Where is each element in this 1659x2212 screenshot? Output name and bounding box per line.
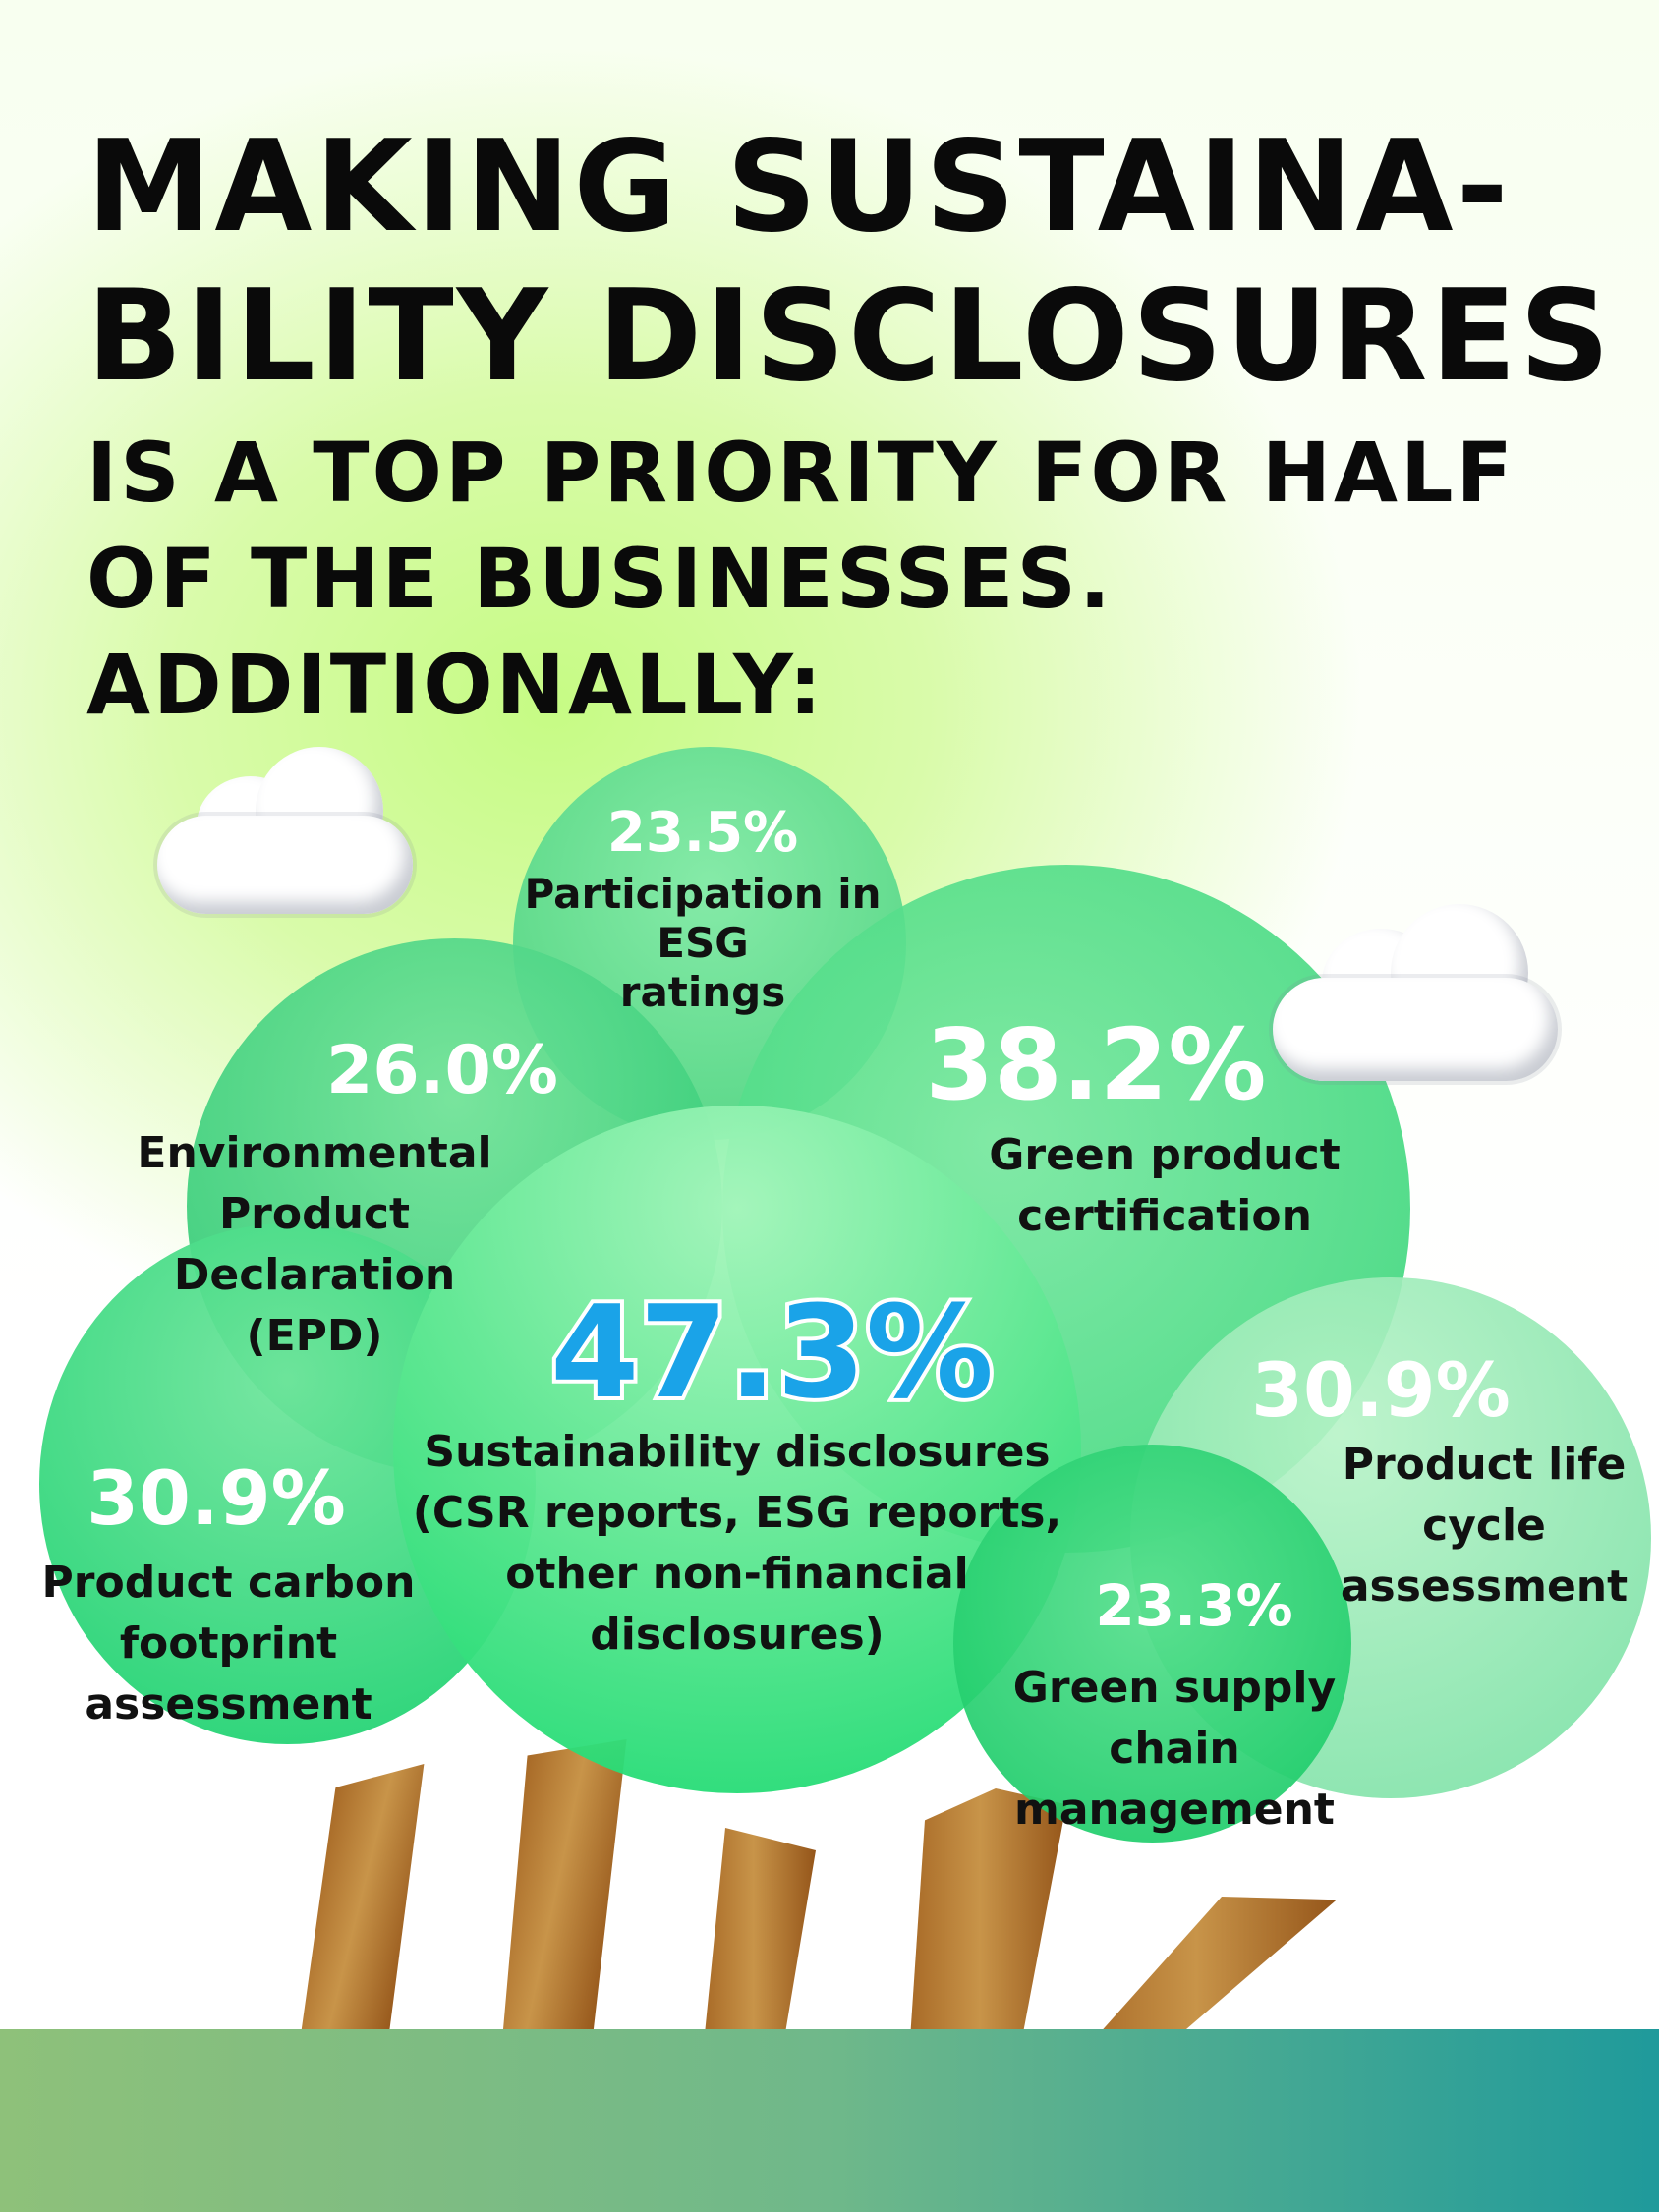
bubble-supply-chain <box>953 1445 1351 1843</box>
label-life-cycle: Product life cycle assessment <box>1340 1440 1629 1612</box>
percent-green-certification: 38.2% <box>925 1007 1267 1122</box>
label-carbon-footprint: Product carbon footprint assessment <box>41 1558 416 1730</box>
percent-carbon-footprint: 30.9% <box>86 1454 346 1542</box>
percent-life-cycle: 30.9% <box>1251 1346 1511 1434</box>
label-supply-chain: Green supply chain management <box>1012 1663 1337 1835</box>
headline-line-1: MAKING SUSTAINA- <box>86 114 1512 260</box>
headline-line-4: OF THE BUSINESSES. <box>86 531 1114 627</box>
headline-line-2: BILITY DISCLOSURES <box>86 263 1614 410</box>
percent-sustainability-disclosures: 47.3% <box>546 1274 998 1431</box>
label-epd: Environmental Product Declaration (EPD) <box>137 1128 492 1361</box>
label-sustainability-disclosures: Sustainability disclosures (CSR reports,… <box>412 1427 1062 1660</box>
percent-supply-chain: 23.3% <box>1095 1572 1293 1639</box>
tree-trunk-left <box>268 1764 460 2059</box>
headline: MAKING SUSTAINA- BILITY DISCLOSURES IS A… <box>86 113 1614 738</box>
tree-trunk-center-left <box>462 1739 658 2064</box>
ground-band <box>0 2029 1659 2212</box>
tree-trunk-center <box>703 1828 816 2054</box>
percent-esg-ratings: 23.5% <box>606 801 799 865</box>
percent-epd: 26.0% <box>326 1032 558 1109</box>
headline-line-5: ADDITIONALLY: <box>86 637 826 733</box>
label-green-certification: Green product certification <box>989 1130 1341 1241</box>
headline-line-3: IS A TOP PRIORITY FOR HALF <box>86 425 1516 521</box>
label-esg-ratings: Participation in ESG ratings <box>524 870 882 1016</box>
cloud-icon <box>157 747 413 914</box>
cloud-icon <box>1273 904 1558 1081</box>
